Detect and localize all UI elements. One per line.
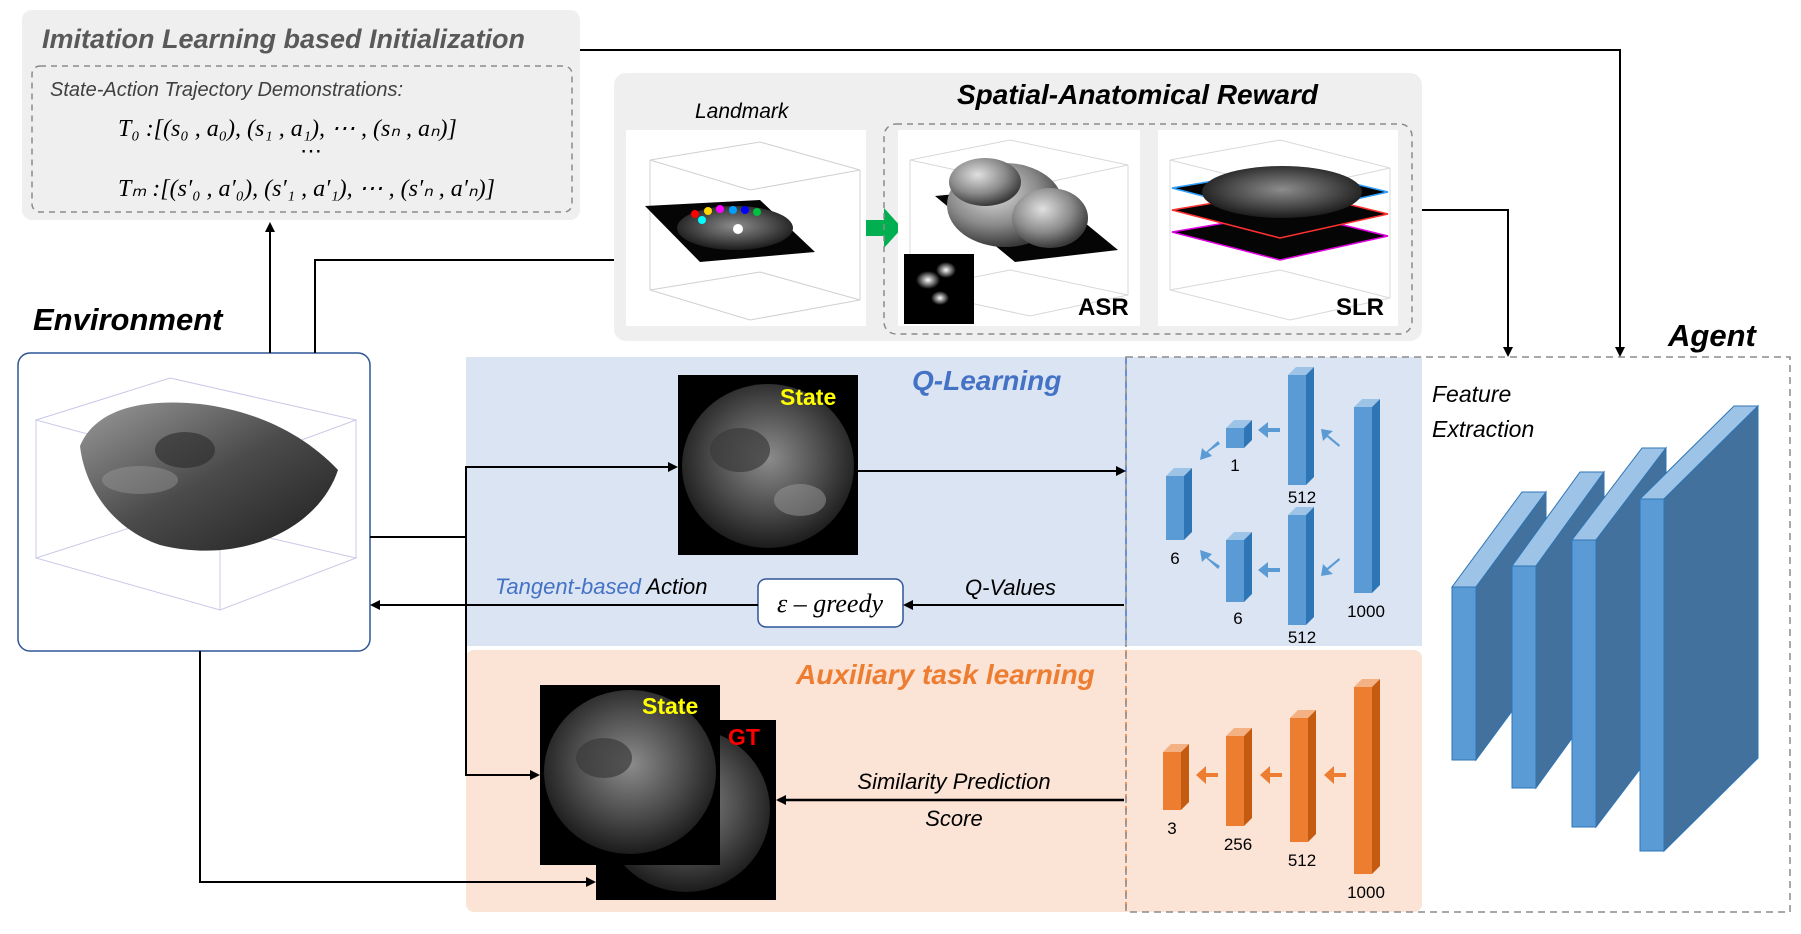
aux-state-label: State — [642, 693, 698, 719]
trajectory-dots: ⋯ — [300, 138, 322, 163]
arrow-environment-to-aux-state — [465, 537, 540, 780]
aux-arrow-2 — [1260, 766, 1282, 784]
aux-gt-label: GT — [728, 724, 760, 750]
aux-block-512 — [1290, 710, 1316, 842]
aux-num-1000: 1000 — [1347, 883, 1385, 902]
qlearning-title: Q-Learning — [912, 365, 1061, 396]
q-block-6-bottom — [1226, 532, 1252, 602]
landmark-label: Landmark — [695, 100, 790, 123]
aux-arrow-3 — [1196, 766, 1218, 784]
landmark-image — [626, 130, 866, 326]
q-block-512-top — [1288, 367, 1314, 485]
slr-image: SLR — [1158, 130, 1398, 326]
aux-num-512: 512 — [1288, 851, 1316, 870]
q-num-6-left: 6 — [1170, 549, 1179, 568]
agent-box — [1125, 356, 1791, 913]
environment-label: Environment — [33, 302, 224, 337]
q-num-512-bottom: 512 — [1288, 628, 1316, 647]
asr-image: ASR — [898, 130, 1140, 326]
reward-panel: Spatial-Anatomical Reward Landmark — [614, 73, 1422, 341]
q-num-1: 1 — [1230, 456, 1239, 475]
feature-layer-4 — [1638, 404, 1760, 853]
q-num-512-top: 512 — [1288, 488, 1316, 507]
aux-block-1000 — [1354, 679, 1380, 874]
trajectory-t0: T₀ :[(s₀ , a₀), (s₁ , a₁), ⋯ , (sₙ , aₙ)… — [118, 116, 457, 142]
arrow-reward-to-agent — [1422, 209, 1513, 357]
line-environment-to-reward — [314, 259, 614, 353]
imitation-panel: Imitation Learning based Initialization … — [22, 10, 580, 220]
auxiliary-title: Auxiliary task learning — [795, 659, 1095, 690]
aux-network: 3 256 512 1000 — [1163, 679, 1385, 902]
q-block-1000 — [1354, 399, 1380, 593]
tangent-based-label: Tangent-based — [495, 574, 642, 599]
q-arrow-4 — [1258, 562, 1280, 578]
q-network: 1 512 6 6 512 1000 — [1166, 367, 1385, 647]
q-block-512-bottom — [1288, 507, 1314, 625]
aux-num-256: 256 — [1224, 835, 1252, 854]
aux-state-image: State — [540, 685, 720, 865]
action-label: Tangent-based Action — [495, 574, 707, 599]
feature-extraction-line2: Extraction — [1432, 416, 1534, 442]
environment-box — [17, 352, 371, 652]
q-arrow-6 — [1200, 550, 1220, 569]
similarity-label-line2: Score — [925, 806, 982, 831]
aux-arrow-1 — [1324, 766, 1346, 784]
aux-block-3 — [1163, 744, 1189, 810]
q-block-6-left — [1166, 468, 1192, 540]
q-state-label: State — [780, 384, 836, 410]
similarity-label-line1: Similarity Prediction — [857, 769, 1050, 794]
q-values-label: Q-Values — [965, 575, 1056, 600]
agent-label: Agent — [1667, 318, 1758, 353]
q-block-1 — [1226, 420, 1252, 448]
slr-label: SLR — [1336, 294, 1384, 321]
reward-title: Spatial-Anatomical Reward — [957, 79, 1319, 110]
action-word-label: Action — [641, 574, 707, 599]
aux-block-256 — [1226, 728, 1252, 826]
arrow-environment-to-q-state — [465, 462, 678, 537]
imitation-subtitle: State-Action Trajectory Demonstrations: — [50, 79, 403, 101]
q-state-image: State — [678, 375, 858, 555]
feature-extraction-layers — [1451, 404, 1760, 853]
q-arrow-2 — [1321, 558, 1340, 576]
imitation-title: Imitation Learning based Initialization — [42, 24, 525, 54]
trajectory-tm: Tₘ :[(s′₀ , a′₀), (s′₁ , a′₁), ⋯ , (s′ₙ … — [118, 176, 495, 202]
feature-extraction-line1: Feature — [1432, 381, 1511, 407]
asr-label: ASR — [1078, 294, 1129, 321]
aux-num-3: 3 — [1167, 819, 1176, 838]
arrow-imitation-to-agent — [580, 49, 1625, 357]
qlearning-panel — [466, 357, 1422, 646]
q-arrow-3 — [1258, 422, 1280, 438]
q-num-6-bottom: 6 — [1233, 609, 1242, 628]
q-arrow-1 — [1321, 429, 1340, 447]
q-num-1000: 1000 — [1347, 602, 1385, 621]
q-arrow-5 — [1200, 441, 1220, 460]
arrow-environment-to-gt — [199, 651, 596, 887]
epsilon-greedy-label: ε – greedy — [777, 589, 883, 618]
